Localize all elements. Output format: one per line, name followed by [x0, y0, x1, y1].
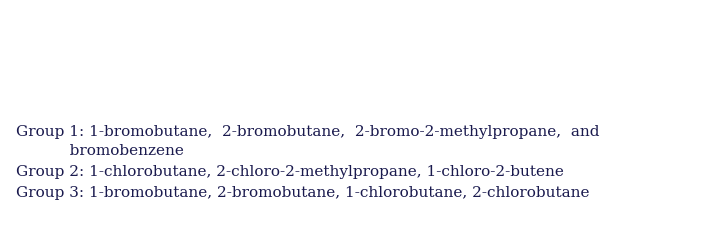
Text: Group 1: 1-bromobutane,  2-bromobutane,  2-bromo-2-methylpropane,  and: Group 1: 1-bromobutane, 2-bromobutane, 2… — [16, 125, 600, 139]
Text: bromobenzene: bromobenzene — [16, 144, 184, 158]
Text: to be carried out with the 11 halides used in this chapter.: to be carried out with the 11 halides us… — [31, 76, 523, 90]
Text: Group 2: 1-chlorobutane, 2-chloro-2-methylpropane, 1-chloro-2-butene: Group 2: 1-chlorobutane, 2-chloro-2-meth… — [16, 165, 564, 179]
Text: Group 3: 1-bromobutane, 2-bromobutane, 1-chlorobutane, 2-chlorobutane: Group 3: 1-bromobutane, 2-bromobutane, 1… — [16, 186, 590, 200]
Text: PRELAB EXERCISE: Predict the outcomes of the two sets of experiments: PRELAB EXERCISE: Predict the outcomes of… — [31, 35, 654, 50]
